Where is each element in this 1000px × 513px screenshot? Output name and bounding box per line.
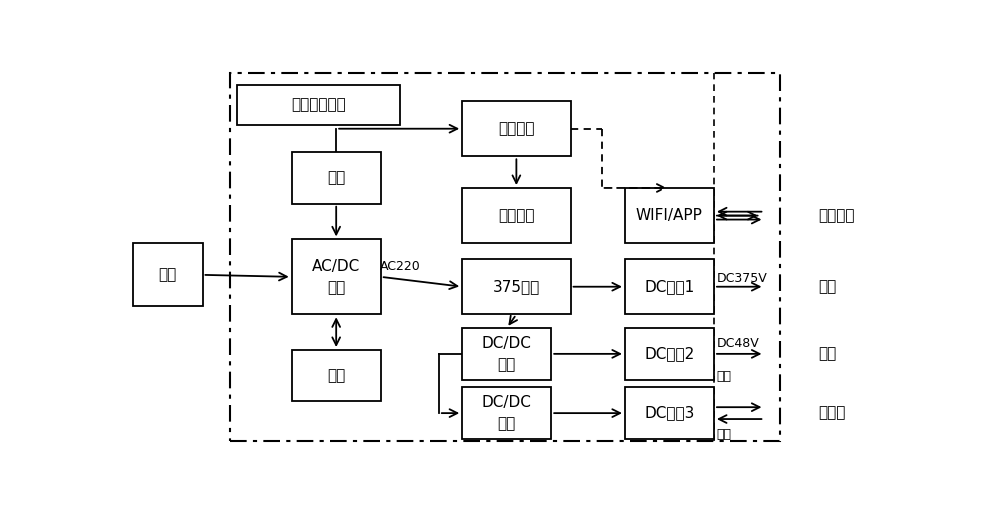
Text: AC/DC
模块: AC/DC 模块	[312, 259, 360, 295]
Text: 电网: 电网	[158, 267, 177, 282]
Text: DC/DC
模块: DC/DC 模块	[482, 395, 532, 431]
Text: 375母线: 375母线	[493, 279, 540, 294]
Bar	[462, 387, 551, 439]
Text: 放电: 放电	[716, 428, 731, 441]
Text: 测量: 测量	[327, 171, 345, 186]
Text: DC375V: DC375V	[716, 272, 767, 285]
Bar	[230, 73, 780, 441]
Bar	[237, 85, 400, 125]
Text: 负荷: 负荷	[819, 346, 837, 361]
Bar	[462, 188, 571, 243]
Text: DC端口2: DC端口2	[644, 346, 695, 361]
Text: 人机互动: 人机互动	[819, 208, 855, 223]
Text: WIFI/APP: WIFI/APP	[636, 208, 703, 223]
Bar	[462, 101, 571, 156]
Text: 充电: 充电	[716, 370, 731, 384]
Text: DC48V: DC48V	[716, 337, 759, 350]
Text: AC220: AC220	[380, 260, 420, 273]
Text: 负荷: 负荷	[819, 279, 837, 294]
Bar	[625, 188, 714, 243]
Text: 智能楼宇系统: 智能楼宇系统	[291, 97, 346, 112]
Bar	[292, 152, 381, 204]
Bar	[625, 328, 714, 380]
Bar	[625, 387, 714, 439]
Bar	[133, 243, 202, 306]
Bar	[462, 328, 551, 380]
Text: 电池组: 电池组	[819, 406, 846, 421]
Text: DC/DC
模块: DC/DC 模块	[482, 336, 532, 372]
Bar	[462, 259, 571, 314]
Text: 智能系统: 智能系统	[498, 121, 535, 136]
Text: DC端口3: DC端口3	[644, 406, 695, 421]
Bar	[625, 259, 714, 314]
Bar	[292, 239, 381, 314]
Text: 控制模块: 控制模块	[498, 208, 535, 223]
Text: 保护: 保护	[327, 368, 345, 383]
Text: DC端口1: DC端口1	[644, 279, 695, 294]
Bar	[292, 350, 381, 401]
